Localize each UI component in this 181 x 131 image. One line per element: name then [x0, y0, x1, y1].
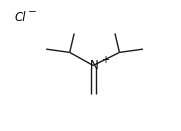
Text: −: − — [28, 7, 37, 17]
Text: Cl: Cl — [14, 10, 26, 24]
Text: N: N — [90, 59, 98, 72]
Text: +: + — [101, 55, 109, 65]
